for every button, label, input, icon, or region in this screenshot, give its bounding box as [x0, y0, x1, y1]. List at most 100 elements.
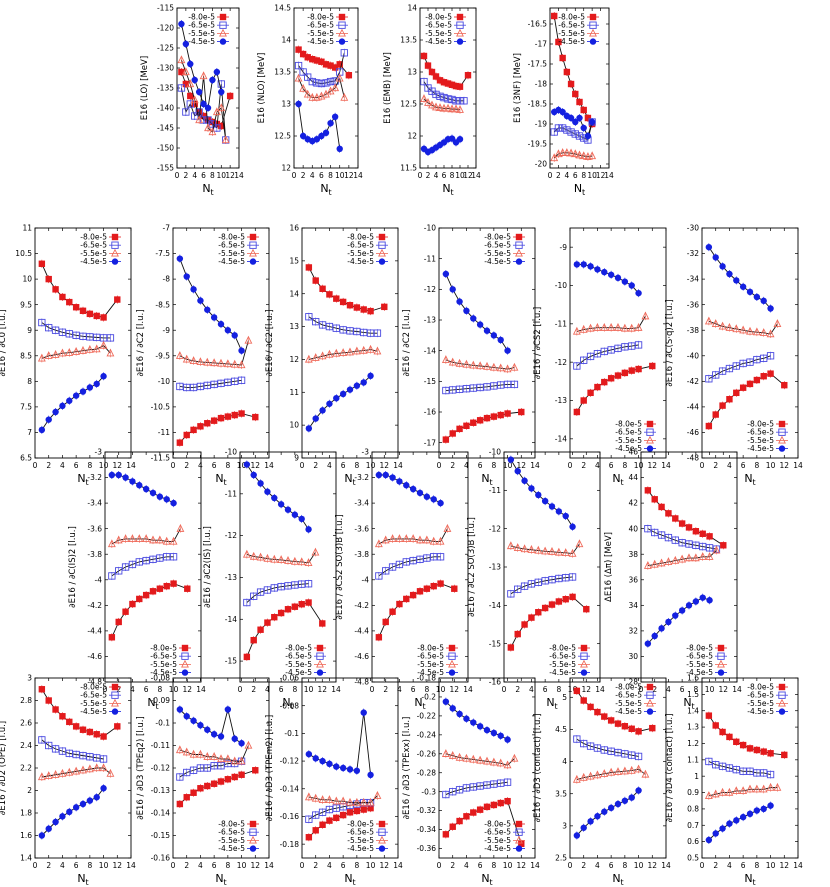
data-point — [375, 572, 383, 580]
data-point — [416, 489, 424, 497]
legend-marker — [249, 828, 257, 836]
data-point — [649, 362, 656, 370]
data-point — [432, 90, 440, 99]
y-tick-label: -20 — [535, 160, 547, 169]
y-tick-label: -40 — [687, 351, 699, 360]
x-tick-label: 10 — [766, 861, 776, 870]
data-point — [580, 261, 587, 268]
data-point — [291, 581, 299, 589]
legend-marker — [589, 13, 597, 21]
x-tick-label: 4 — [564, 171, 569, 180]
data-point — [203, 764, 211, 772]
data-point — [336, 145, 343, 152]
y-tick-label: -11 — [489, 486, 501, 495]
data-point — [335, 73, 344, 82]
y-tick-label: 46 — [628, 448, 638, 457]
data-point — [183, 768, 191, 777]
data-point — [601, 268, 608, 276]
x-tick-label: 14 — [331, 685, 341, 694]
x-axis-label-subscript: t — [211, 188, 214, 197]
data-point — [601, 378, 608, 386]
data-point — [313, 57, 321, 64]
y-tick-label: 6.5 — [20, 454, 32, 463]
data-point — [463, 307, 470, 314]
data-point — [726, 396, 733, 403]
data-point — [469, 783, 477, 791]
data-point — [463, 715, 470, 722]
data-point — [593, 350, 602, 358]
x-tick-label: 14 — [126, 461, 136, 470]
data-point — [455, 786, 464, 794]
legend-marker — [778, 708, 786, 715]
data-point — [238, 771, 245, 778]
data-point — [470, 809, 477, 816]
data-point — [86, 310, 94, 318]
data-point — [176, 523, 185, 532]
data-point — [298, 580, 306, 588]
data-point — [541, 497, 549, 505]
data-point — [203, 381, 211, 390]
data-point — [725, 364, 734, 373]
data-point — [678, 607, 686, 614]
data-point — [420, 94, 428, 103]
data-point — [252, 413, 259, 421]
data-point — [367, 307, 374, 315]
data-point — [319, 285, 326, 292]
data-point — [643, 561, 652, 569]
data-point — [382, 471, 389, 479]
data-point — [66, 718, 73, 726]
data-point — [122, 474, 129, 481]
x-tick-label: 10 — [705, 685, 715, 694]
data-point — [496, 363, 505, 372]
data-point — [490, 729, 498, 737]
data-point — [100, 733, 107, 740]
data-point — [725, 322, 734, 331]
data-point — [322, 129, 330, 136]
data-point — [588, 151, 597, 160]
data-point — [441, 749, 450, 757]
data-point — [704, 316, 713, 325]
data-point — [331, 83, 340, 92]
legend-marker — [515, 258, 523, 265]
plot-frame — [701, 677, 799, 859]
data-point — [451, 585, 458, 592]
data-point — [375, 634, 383, 641]
y-tick-label: 1.2 — [687, 739, 699, 748]
y-tick-label: 42 — [628, 499, 638, 508]
y-tick-label: -0.26 — [417, 749, 437, 758]
y-tick-label: -0.06 — [280, 674, 300, 683]
data-point — [452, 82, 460, 90]
panel-17: 0 2 4 6 8 10 12 14Nt-0.16-0.15-0.14-0.13-0.12-0… — [136, 674, 274, 887]
data-point — [442, 698, 450, 705]
x-tick-label: 0 — [700, 461, 705, 470]
data-point — [108, 634, 116, 641]
data-point — [169, 536, 178, 545]
y-axis-label: ∂E16 / ∂C(IS)2 [l.u.] — [68, 526, 78, 608]
x-tick-label: 14 — [126, 861, 136, 870]
x-tick-label: 0 — [238, 685, 243, 694]
data-point — [573, 735, 581, 743]
data-point — [304, 580, 313, 588]
data-point — [128, 534, 137, 543]
x-tick-label: 8 — [491, 861, 496, 870]
data-point — [333, 395, 340, 402]
data-point — [483, 327, 491, 334]
panel-16: 0 2 4 6 8 10 12 14Nt1.41.61.822.22.42.62.83∂E16… — [0, 674, 136, 887]
data-point — [263, 586, 272, 594]
y-tick-label: -14 — [424, 346, 436, 355]
legend-marker — [249, 258, 257, 265]
data-point — [449, 430, 456, 437]
data-point — [79, 751, 87, 760]
fit-curve — [576, 790, 639, 836]
plot-frame — [371, 451, 469, 683]
y-tick-label: -12 — [555, 358, 567, 367]
x-tick-label: 4 — [397, 685, 402, 694]
data-point — [156, 554, 164, 562]
data-point — [284, 606, 292, 613]
y-tick-label: -4 — [362, 575, 370, 584]
y-tick-label: -8 — [163, 275, 171, 284]
data-point — [339, 796, 348, 805]
legend-marker — [249, 820, 257, 828]
x-tick-label: 6 — [442, 171, 447, 180]
